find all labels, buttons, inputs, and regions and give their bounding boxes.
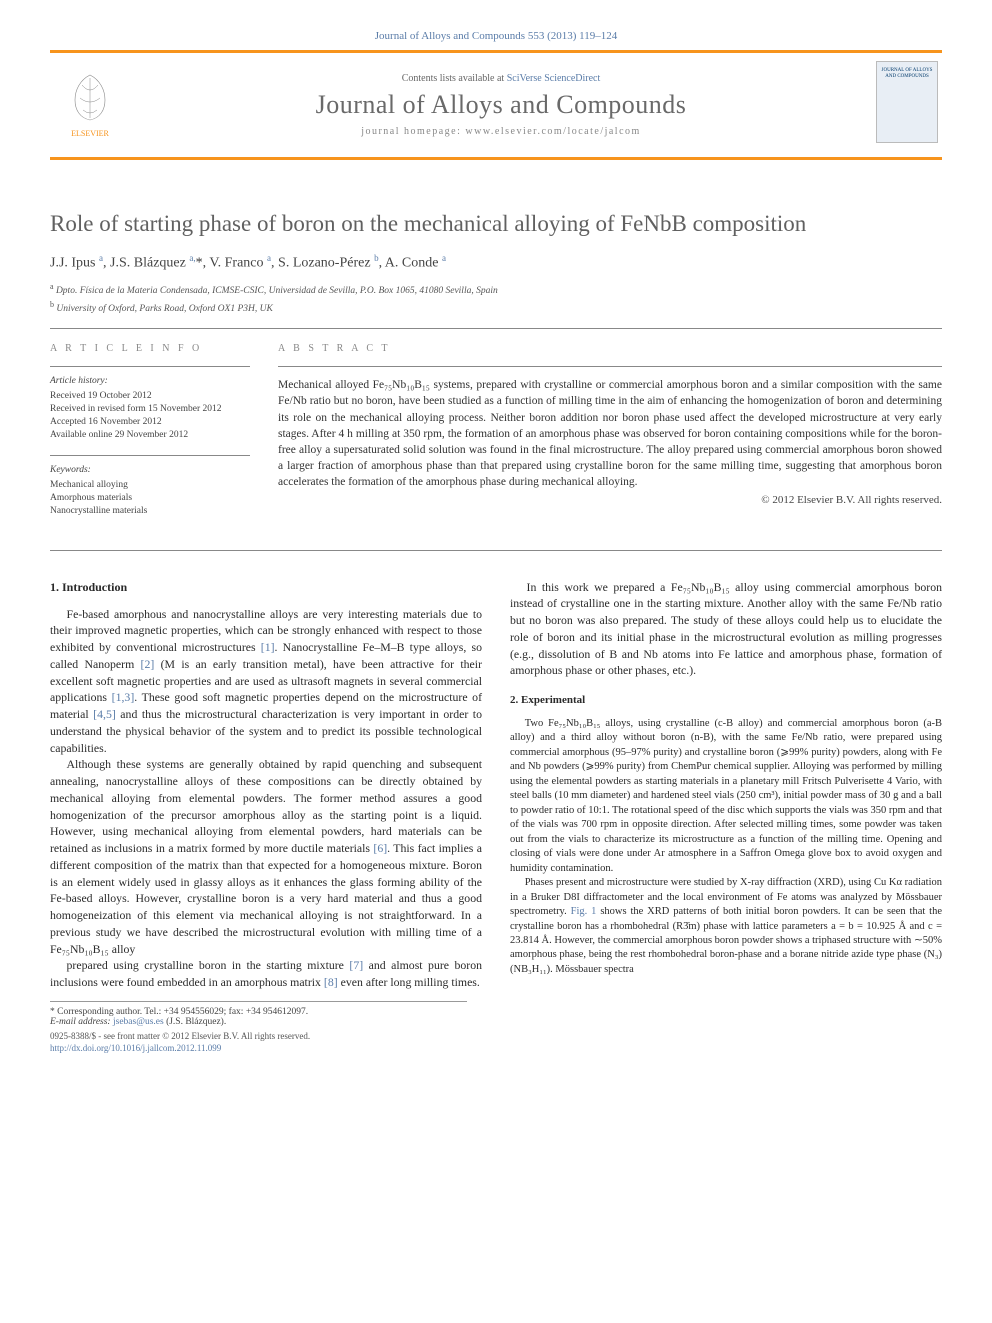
article-history: Article history: Received 19 October 201…: [50, 375, 250, 441]
abstract-text: Mechanical alloyed Fe₇₅Nb₁₀B₁₅ systems, …: [278, 377, 942, 490]
sciencedirect-link[interactable]: SciVerse ScienceDirect: [507, 73, 601, 84]
affiliation-b: b University of Oxford, Parks Road, Oxfo…: [50, 299, 942, 316]
doi-link[interactable]: http://dx.doi.org/10.1016/j.jallcom.2012…: [50, 1043, 221, 1053]
elsevier-logo: ELSEVIER: [50, 53, 130, 157]
body-columns: 1. Introduction Fe-based amorphous and n…: [50, 579, 942, 991]
intro-para-2: Although these systems are generally obt…: [50, 756, 482, 957]
homepage-url[interactable]: www.elsevier.com/locate/jalcom: [465, 126, 640, 137]
experimental-heading: 2. Experimental: [510, 693, 942, 709]
journal-header: ELSEVIER Contents lists available at Sci…: [50, 50, 942, 160]
contents-line: Contents lists available at SciVerse Sci…: [130, 73, 872, 84]
top-citation: Journal of Alloys and Compounds 553 (201…: [0, 0, 992, 50]
svg-text:ELSEVIER: ELSEVIER: [71, 129, 109, 138]
intro-para-3: prepared using crystalline boron in the …: [50, 957, 482, 991]
footer-line: 0925-8388/$ - see front matter © 2012 El…: [50, 1031, 942, 1054]
cover-image: JOURNAL OF ALLOYS AND COMPOUNDS: [876, 61, 938, 143]
abstract-col: A B S T R A C T Mechanical alloyed Fe₇₅N…: [278, 343, 942, 531]
corresp-email[interactable]: jsebas@us.es: [113, 1017, 164, 1027]
abstract-copyright: © 2012 Elsevier B.V. All rights reserved…: [278, 494, 942, 506]
intro-heading: 1. Introduction: [50, 579, 482, 596]
article-info-head: A R T I C L E I N F O: [50, 343, 250, 354]
divider: [50, 550, 942, 551]
header-center: Contents lists available at SciVerse Sci…: [130, 53, 872, 157]
intro-para-1: Fe-based amorphous and nanocrystalline a…: [50, 606, 482, 757]
corresponding-author: * Corresponding author. Tel.: +34 954556…: [50, 1001, 467, 1027]
article-title: Role of starting phase of boron on the m…: [50, 210, 942, 239]
affiliation-a: a Dpto. Física de la Materia Condensada,…: [50, 281, 942, 298]
affiliations: a Dpto. Física de la Materia Condensada,…: [50, 281, 942, 316]
homepage-line: journal homepage: www.elsevier.com/locat…: [130, 126, 872, 137]
info-abstract-row: A R T I C L E I N F O Article history: R…: [50, 329, 942, 549]
authors: J.J. Ipus a, J.S. Blázquez a,*, V. Franc…: [50, 253, 942, 272]
article-info-col: A R T I C L E I N F O Article history: R…: [50, 343, 250, 531]
journal-name: Journal of Alloys and Compounds: [130, 90, 872, 120]
abstract-head: A B S T R A C T: [278, 343, 942, 354]
intro-para-4: In this work we prepared a Fe₇₅Nb₁₀B₁₅ a…: [510, 579, 942, 680]
exp-para-1: Two Fe₇₅Nb₁₀B₁₅ alloys, using crystallin…: [510, 717, 942, 876]
keywords-block: Keywords: Mechanical alloying Amorphous …: [50, 464, 250, 517]
exp-para-2: Phases present and microstructure were s…: [510, 876, 942, 977]
journal-cover-thumb: JOURNAL OF ALLOYS AND COMPOUNDS: [872, 53, 942, 157]
